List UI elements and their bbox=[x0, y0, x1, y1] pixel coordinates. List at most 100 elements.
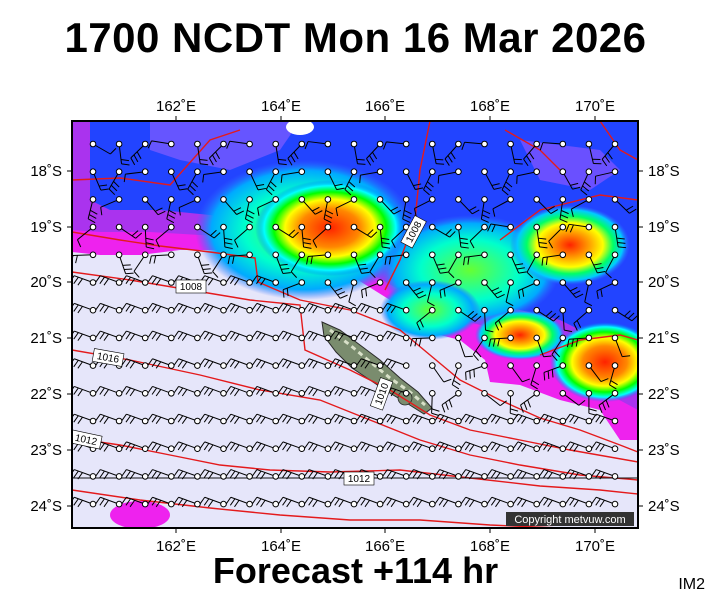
wind-barb bbox=[178, 196, 201, 216]
wind-barb bbox=[199, 441, 227, 453]
lat-label-right-23: 23˚S bbox=[648, 442, 680, 459]
wind-barb bbox=[225, 413, 253, 425]
wind-barb bbox=[330, 413, 358, 425]
wind-barb bbox=[89, 168, 109, 191]
wind-barb bbox=[439, 279, 462, 299]
wind-barb bbox=[130, 140, 149, 166]
wind-barb bbox=[95, 385, 123, 397]
lat-label-left-18: 18˚S bbox=[30, 163, 62, 180]
wind-barb bbox=[480, 196, 491, 223]
wind-barb bbox=[460, 441, 488, 453]
wind-barb bbox=[601, 140, 619, 167]
wind-barb bbox=[312, 223, 332, 248]
wind-barb bbox=[565, 223, 593, 233]
wind-barb bbox=[591, 413, 619, 425]
wind-barb bbox=[469, 223, 488, 249]
wind-barb bbox=[330, 385, 358, 397]
wind-barb bbox=[95, 496, 123, 508]
wind-barb bbox=[72, 275, 97, 286]
wind-barb bbox=[460, 469, 488, 480]
wind-barb bbox=[382, 496, 410, 508]
lat-label-left-19: 19˚S bbox=[30, 219, 62, 236]
wind-barb bbox=[551, 334, 567, 361]
lon-label-top-164: 164˚E bbox=[261, 98, 301, 115]
wind-barb bbox=[591, 496, 619, 508]
wind-barb bbox=[437, 168, 462, 184]
copyright-text: Copyright metvuw.com bbox=[514, 514, 625, 526]
wind-barb bbox=[487, 223, 514, 233]
wind-barb bbox=[382, 302, 410, 314]
wind-barb bbox=[451, 362, 462, 390]
wind-barb bbox=[533, 306, 560, 322]
wind-barb bbox=[517, 279, 541, 299]
wind-barb bbox=[173, 441, 201, 453]
wind-barb bbox=[147, 441, 175, 453]
wind-barb bbox=[278, 441, 306, 453]
wind-barb bbox=[173, 358, 201, 369]
wind-barb bbox=[324, 168, 345, 191]
rain-cell-4 bbox=[475, 310, 565, 360]
lon-label-top-168: 168˚E bbox=[470, 98, 510, 115]
wind-barb bbox=[199, 496, 227, 508]
wind-barb bbox=[565, 469, 593, 480]
wind-barb bbox=[359, 168, 384, 184]
rain-cell-south bbox=[110, 501, 170, 528]
wind-barb bbox=[272, 140, 287, 166]
wind-barb bbox=[282, 279, 306, 298]
wind-barb bbox=[559, 306, 573, 333]
wind-barb bbox=[455, 334, 473, 358]
lon-label-top-166: 166˚E bbox=[365, 98, 405, 115]
wind-barb bbox=[434, 441, 462, 453]
lat-label-left-20: 20˚S bbox=[30, 274, 62, 291]
wind-barb bbox=[149, 251, 175, 264]
wind-barb bbox=[194, 251, 213, 275]
isobar-3 bbox=[72, 349, 638, 481]
wind-barb bbox=[304, 358, 332, 369]
wind-barb bbox=[541, 251, 567, 266]
wind-barb bbox=[278, 413, 306, 425]
map-frame bbox=[71, 120, 639, 529]
wind-barb bbox=[141, 223, 155, 250]
wind-barb bbox=[565, 413, 593, 425]
wind-barb bbox=[251, 385, 280, 397]
wind-barb bbox=[539, 441, 567, 453]
wind-barb bbox=[202, 168, 227, 183]
wind-barb bbox=[609, 362, 619, 390]
wind-barb bbox=[585, 362, 609, 383]
wind-barb bbox=[611, 223, 627, 249]
wind-barb bbox=[501, 168, 514, 196]
wind-barb bbox=[573, 306, 593, 331]
wind-barb bbox=[147, 275, 175, 286]
wind-barb bbox=[72, 302, 97, 314]
wind-barb bbox=[356, 413, 384, 425]
wind-barb bbox=[423, 168, 436, 196]
wind-barb bbox=[115, 251, 134, 275]
wind-barb bbox=[121, 330, 149, 342]
wind-barb bbox=[89, 140, 117, 155]
wind-barb bbox=[227, 251, 253, 265]
isobar-1 bbox=[72, 231, 638, 453]
wind-barb bbox=[225, 330, 253, 342]
wind-barb bbox=[488, 334, 514, 347]
wind-barb bbox=[426, 279, 436, 307]
wind-barb bbox=[265, 168, 280, 196]
wind-barb bbox=[115, 140, 130, 166]
wind-barb bbox=[463, 251, 488, 266]
wind-barb bbox=[147, 496, 175, 508]
lat-label-left-22: 22˚S bbox=[30, 386, 62, 403]
wind-barb bbox=[481, 306, 494, 333]
wind-barb bbox=[225, 385, 253, 397]
wind-barb bbox=[611, 306, 638, 322]
wind-barb bbox=[72, 330, 97, 342]
wind-barb bbox=[533, 223, 548, 249]
wind-barb bbox=[121, 413, 149, 425]
isobar-4 bbox=[72, 437, 638, 495]
wind-barb bbox=[361, 279, 384, 298]
wind-barb bbox=[494, 306, 514, 331]
wind-barb bbox=[147, 385, 175, 397]
wind-barb bbox=[605, 251, 619, 279]
wind-barb bbox=[512, 413, 541, 425]
wind-barb bbox=[533, 196, 559, 214]
wind-barb bbox=[173, 496, 201, 508]
